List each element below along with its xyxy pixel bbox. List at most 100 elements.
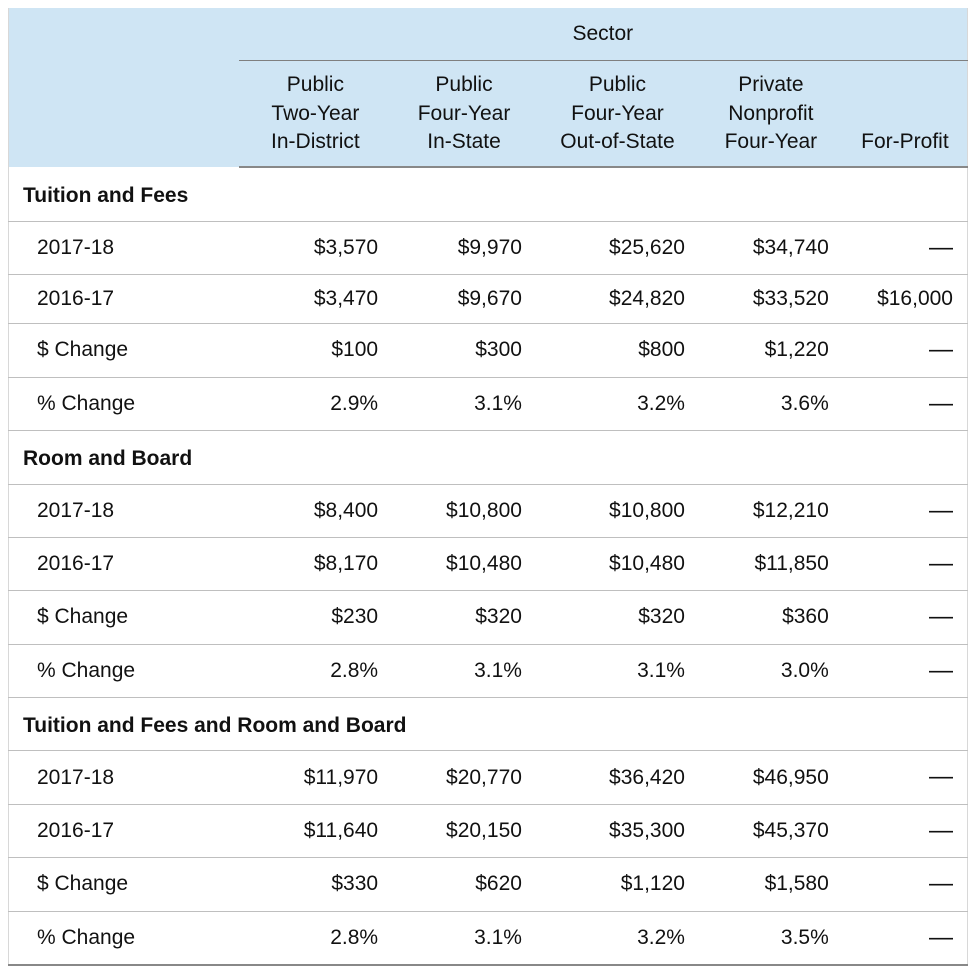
cell: — xyxy=(843,644,968,697)
cell: 3.2% xyxy=(536,911,699,965)
table-row: $ Change$330$620$1,120$1,580— xyxy=(9,858,968,911)
col-header-line: In-State xyxy=(406,128,522,156)
cell: 3.1% xyxy=(392,377,536,430)
cell: $35,300 xyxy=(536,804,699,857)
table-body: Tuition and Fees2017-18$3,570$9,970$25,6… xyxy=(9,167,968,965)
col-private-nonprofit: Private Nonprofit Four-Year xyxy=(699,61,843,168)
row-label: $ Change xyxy=(9,591,239,644)
table-row: $ Change$230$320$320$360— xyxy=(9,591,968,644)
cell: $9,970 xyxy=(392,221,536,274)
cell: $9,670 xyxy=(392,275,536,324)
cell: $1,580 xyxy=(699,858,843,911)
row-label: % Change xyxy=(9,644,239,697)
section-header-row: Room and Board xyxy=(9,431,968,484)
cell: $1,120 xyxy=(536,858,699,911)
cell: 3.1% xyxy=(392,644,536,697)
col-header-line: Four-Year xyxy=(713,128,829,156)
cell: $3,470 xyxy=(239,275,392,324)
cell: $800 xyxy=(536,324,699,377)
col-header-line: In-District xyxy=(253,128,378,156)
col-header-line: For-Profit xyxy=(857,128,953,156)
row-label: % Change xyxy=(9,911,239,965)
cell: — xyxy=(843,911,968,965)
table-row: 2016-17$8,170$10,480$10,480$11,850— xyxy=(9,537,968,590)
cell: 3.6% xyxy=(699,377,843,430)
cell: $45,370 xyxy=(699,804,843,857)
cell: — xyxy=(843,751,968,804)
table-row: $ Change$100$300$800$1,220— xyxy=(9,324,968,377)
row-label: 2016-17 xyxy=(9,275,239,324)
cell: $300 xyxy=(392,324,536,377)
row-label: 2016-17 xyxy=(9,537,239,590)
table-row: 2016-17$3,470$9,670$24,820$33,520$16,000 xyxy=(9,275,968,324)
row-label: 2017-18 xyxy=(9,484,239,537)
cell: $10,800 xyxy=(536,484,699,537)
col-header-line: Four-Year xyxy=(406,100,522,128)
table-row: 2016-17$11,640$20,150$35,300$45,370— xyxy=(9,804,968,857)
table-row: 2017-18$8,400$10,800$10,800$12,210— xyxy=(9,484,968,537)
row-label: $ Change xyxy=(9,324,239,377)
cell: $20,150 xyxy=(392,804,536,857)
cell: — xyxy=(843,221,968,274)
col-header-line: Public xyxy=(406,71,522,99)
cell: $33,520 xyxy=(699,275,843,324)
cell: $20,770 xyxy=(392,751,536,804)
cell: — xyxy=(843,804,968,857)
cell: — xyxy=(843,858,968,911)
cell: — xyxy=(843,484,968,537)
col-public-four-year-in-state: Public Four-Year In-State xyxy=(392,61,536,168)
table-row: % Change2.8%3.1%3.2%3.5%— xyxy=(9,911,968,965)
section-header-row: Tuition and Fees xyxy=(9,167,968,221)
cell: $360 xyxy=(699,591,843,644)
cell: $8,170 xyxy=(239,537,392,590)
cell: $230 xyxy=(239,591,392,644)
col-header-line: Nonprofit xyxy=(713,100,829,128)
row-label: 2017-18 xyxy=(9,221,239,274)
section-header-row: Tuition and Fees and Room and Board xyxy=(9,698,968,751)
cell: $3,570 xyxy=(239,221,392,274)
col-public-two-year: Public Two-Year In-District xyxy=(239,61,392,168)
cell: $36,420 xyxy=(536,751,699,804)
cell: 3.5% xyxy=(699,911,843,965)
col-header-line: Out-of-State xyxy=(550,128,685,156)
cell: $320 xyxy=(392,591,536,644)
col-for-profit: For-Profit xyxy=(843,61,968,168)
section-title: Room and Board xyxy=(9,431,968,484)
row-label: $ Change xyxy=(9,858,239,911)
cell: $620 xyxy=(392,858,536,911)
col-header-line: Public xyxy=(550,71,685,99)
col-header-line: Two-Year xyxy=(253,100,378,128)
table-row: 2017-18$3,570$9,970$25,620$34,740— xyxy=(9,221,968,274)
row-label: 2016-17 xyxy=(9,804,239,857)
table-row: % Change2.9%3.1%3.2%3.6%— xyxy=(9,377,968,430)
col-header-line: Four-Year xyxy=(550,100,685,128)
cell: 3.0% xyxy=(699,644,843,697)
cell: — xyxy=(843,537,968,590)
cell: 3.2% xyxy=(536,377,699,430)
section-title: Tuition and Fees and Room and Board xyxy=(9,698,968,751)
table-container: Sector Public Two-Year In-District Publi… xyxy=(0,0,976,974)
cell: $100 xyxy=(239,324,392,377)
cell: $1,220 xyxy=(699,324,843,377)
cell: $34,740 xyxy=(699,221,843,274)
table-head: Sector Public Two-Year In-District Publi… xyxy=(9,8,968,167)
cell: — xyxy=(843,591,968,644)
spanning-header-row: Sector xyxy=(9,8,968,61)
row-label: % Change xyxy=(9,377,239,430)
cost-table: Sector Public Two-Year In-District Publi… xyxy=(8,8,968,966)
cell: 2.9% xyxy=(239,377,392,430)
cell: $11,640 xyxy=(239,804,392,857)
table-row: 2017-18$11,970$20,770$36,420$46,950— xyxy=(9,751,968,804)
cell: $10,480 xyxy=(392,537,536,590)
cell: $16,000 xyxy=(843,275,968,324)
cell: — xyxy=(843,324,968,377)
row-label: 2017-18 xyxy=(9,751,239,804)
cell: 3.1% xyxy=(392,911,536,965)
cell: $11,970 xyxy=(239,751,392,804)
cell: — xyxy=(843,377,968,430)
cell: $330 xyxy=(239,858,392,911)
cell: $24,820 xyxy=(536,275,699,324)
col-header-line: Private xyxy=(713,71,829,99)
cell: $8,400 xyxy=(239,484,392,537)
cell: 3.1% xyxy=(536,644,699,697)
